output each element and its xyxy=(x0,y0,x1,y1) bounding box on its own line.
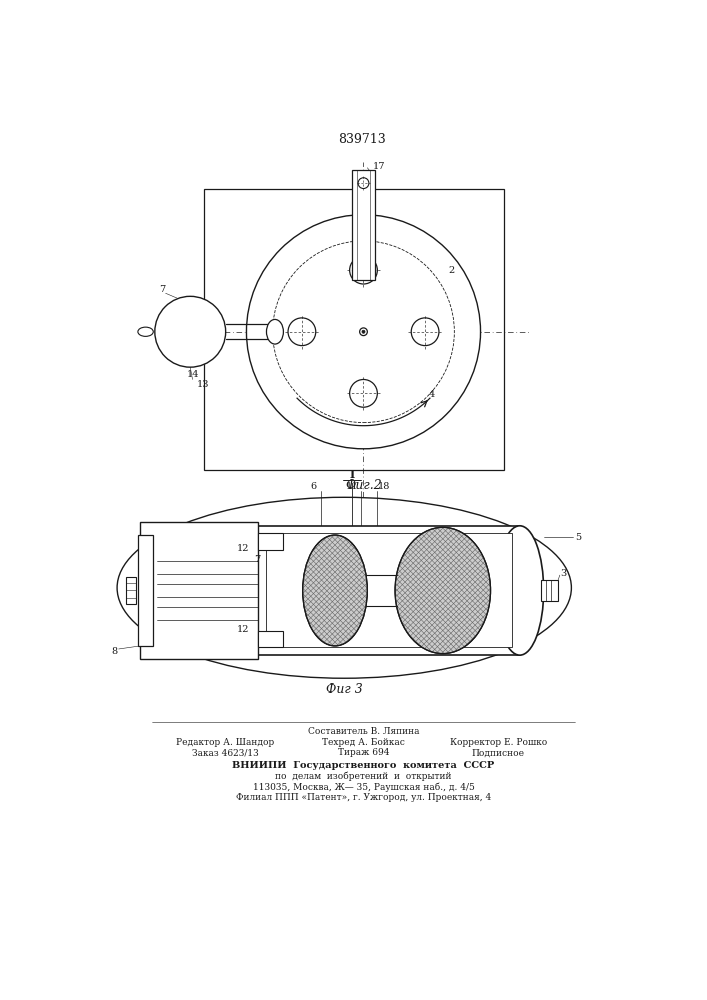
Text: Фиг 3: Фиг 3 xyxy=(326,683,363,696)
Text: I: I xyxy=(349,469,355,480)
Text: Фиг.2: Фиг.2 xyxy=(345,479,382,492)
Bar xyxy=(266,533,512,647)
Text: 11: 11 xyxy=(346,482,358,491)
Ellipse shape xyxy=(267,319,284,344)
Text: Филиал ППП «Патент», г. Ужгород, ул. Проектная, 4: Филиал ППП «Патент», г. Ужгород, ул. Про… xyxy=(236,793,491,802)
Ellipse shape xyxy=(350,379,378,407)
Text: 12: 12 xyxy=(236,625,249,634)
Bar xyxy=(542,580,559,601)
Circle shape xyxy=(273,241,455,423)
Text: Корректор Е. Рошко: Корректор Е. Рошко xyxy=(450,738,547,747)
Text: 839713: 839713 xyxy=(338,133,386,146)
Bar xyxy=(204,189,504,470)
Text: 7: 7 xyxy=(160,285,165,294)
Text: 14: 14 xyxy=(187,370,199,379)
Text: по  делам  изобретений  и  открытий: по делам изобретений и открытий xyxy=(275,771,452,781)
Ellipse shape xyxy=(411,318,439,346)
Text: 17: 17 xyxy=(373,162,385,171)
Circle shape xyxy=(155,296,226,367)
Circle shape xyxy=(362,330,365,333)
Text: 12: 12 xyxy=(236,544,249,553)
Ellipse shape xyxy=(138,327,153,336)
Text: 4: 4 xyxy=(429,390,436,399)
Ellipse shape xyxy=(496,526,544,655)
Text: 6: 6 xyxy=(310,482,317,491)
Text: 18: 18 xyxy=(378,482,390,491)
Bar xyxy=(138,535,153,646)
Text: ВНИИПИ  Государственного  комитета  СССР: ВНИИПИ Государственного комитета СССР xyxy=(233,761,495,770)
Bar xyxy=(352,170,375,280)
Text: 5: 5 xyxy=(575,533,581,542)
Ellipse shape xyxy=(288,318,316,346)
Bar xyxy=(258,533,283,550)
Bar xyxy=(126,577,136,604)
Text: 8: 8 xyxy=(111,647,117,656)
Text: Техред А. Бойкас: Техред А. Бойкас xyxy=(322,738,405,747)
Text: Подписное: Подписное xyxy=(472,748,525,757)
Text: Тираж 694: Тираж 694 xyxy=(338,748,390,757)
Text: 3: 3 xyxy=(561,569,567,578)
Bar xyxy=(258,631,283,647)
Text: 113035, Москва, Ж— 35, Раушская наб., д. 4/5: 113035, Москва, Ж— 35, Раушская наб., д.… xyxy=(252,782,474,792)
Ellipse shape xyxy=(350,256,378,284)
Text: 2: 2 xyxy=(448,266,455,275)
Text: 7: 7 xyxy=(254,555,260,564)
Ellipse shape xyxy=(395,527,491,654)
Text: Редактор А. Шандор: Редактор А. Шандор xyxy=(176,738,274,747)
Bar xyxy=(140,522,258,659)
Ellipse shape xyxy=(117,497,571,678)
Ellipse shape xyxy=(303,535,368,646)
Circle shape xyxy=(247,215,481,449)
Ellipse shape xyxy=(358,178,369,189)
Text: 13: 13 xyxy=(197,380,209,389)
Text: Составитель В. Ляпина: Составитель В. Ляпина xyxy=(308,727,419,736)
Bar xyxy=(258,526,520,655)
Text: Заказ 4623/13: Заказ 4623/13 xyxy=(192,748,258,757)
Circle shape xyxy=(360,328,368,336)
